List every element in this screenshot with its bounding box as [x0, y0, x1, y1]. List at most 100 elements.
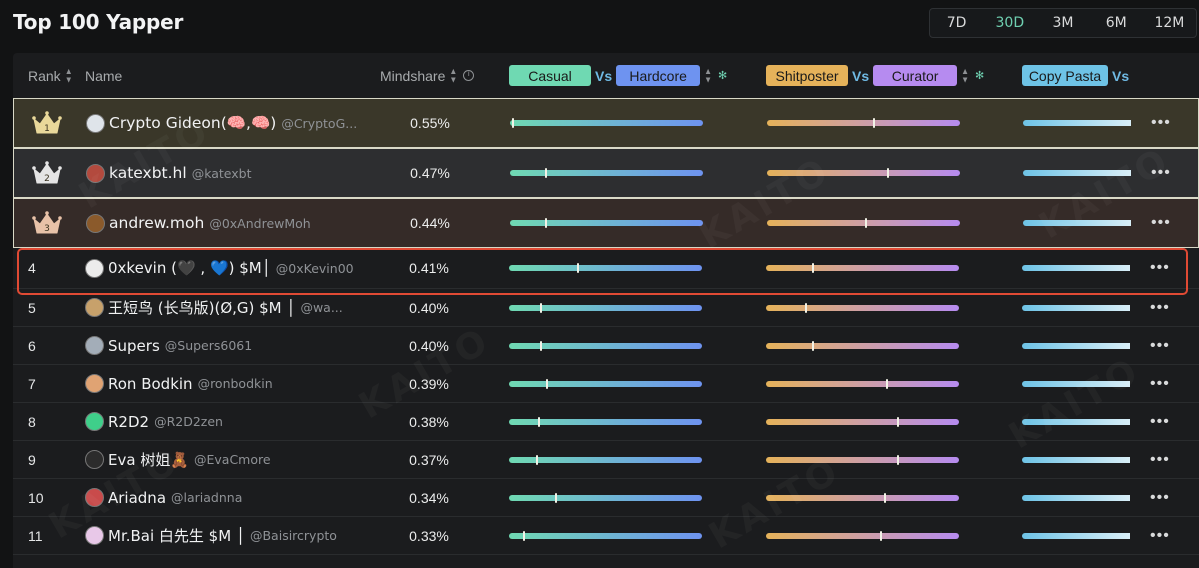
avatar[interactable] [85, 336, 104, 355]
more-icon[interactable]: ••• [1150, 259, 1170, 276]
row-menu-button[interactable]: ••• [1151, 99, 1171, 147]
name-cell[interactable]: Ariadna @lariadnna [85, 479, 357, 516]
row-menu-button[interactable]: ••• [1150, 517, 1170, 554]
info-icon[interactable] [463, 69, 475, 81]
shitposter-pill[interactable]: Shitposter [766, 65, 848, 86]
name-cell[interactable]: katexbt.hl @katexbt [86, 149, 358, 197]
more-icon[interactable]: ••• [1151, 164, 1171, 181]
user-handle[interactable]: @Baisircrypto [249, 528, 337, 543]
user-handle[interactable]: @katexbt [191, 165, 252, 181]
avatar[interactable] [85, 374, 104, 393]
row-menu-button[interactable]: ••• [1150, 479, 1170, 516]
table-row[interactable]: 10 Ariadna @lariadnna 0.34% ••• [13, 479, 1199, 517]
avatar[interactable] [85, 488, 104, 507]
avatar[interactable] [86, 213, 105, 233]
display-name[interactable]: andrew.moh [109, 214, 205, 232]
row-menu-button[interactable]: ••• [1150, 248, 1170, 288]
table-row[interactable]: 5 王短鸟 (长鸟版)(Ø,G) $M │ @wa... 0.40% ••• [13, 289, 1199, 327]
row-menu-button[interactable]: ••• [1150, 403, 1170, 440]
display-name[interactable]: 王短鸟 (长鸟版)(Ø,G) $M │ [108, 299, 296, 317]
more-icon[interactable]: ••• [1150, 450, 1170, 468]
table-row[interactable]: 6 Supers @Supers6061 0.40% ••• [13, 327, 1199, 365]
user-handle[interactable]: @0xKevin00 [275, 260, 354, 276]
name-cell[interactable]: Supers @Supers6061 [85, 327, 357, 364]
more-icon[interactable]: ••• [1150, 488, 1170, 506]
display-name[interactable]: Supers [108, 336, 160, 355]
name-cell[interactable]: Crypto Gideon(🧠,🧠) @CryptoG... [86, 99, 358, 147]
row-menu-button[interactable]: ••• [1150, 365, 1170, 402]
mindshare-value: 0.38% [409, 413, 449, 430]
name-cell[interactable]: andrew.moh @0xAndrewMoh [86, 199, 358, 247]
user-handle[interactable]: @wa... [300, 300, 343, 315]
name-cell[interactable]: Eva 树姐🧸 @EvaCmore [85, 441, 357, 478]
avatar[interactable] [85, 450, 104, 469]
avatar[interactable] [85, 298, 104, 317]
range-tab-6m[interactable]: 6M [1105, 15, 1127, 31]
user-handle[interactable]: @ronbodkin [197, 376, 273, 391]
display-name[interactable]: Mr.Bai 白先生 $M │ [108, 527, 245, 545]
table-row[interactable]: 3 andrew.moh @0xAndrewMoh 0.44% ••• [13, 198, 1199, 248]
user-handle[interactable]: @0xAndrewMoh [209, 215, 311, 231]
avatar[interactable] [85, 526, 104, 545]
curator-pill[interactable]: Curator [873, 65, 958, 86]
table-row[interactable]: 4 0xkevin (🖤 , 💙) $M│ @0xKevin00 0.41% •… [13, 248, 1199, 289]
table-row[interactable]: 9 Eva 树姐🧸 @EvaCmore 0.37% ••• [13, 441, 1199, 479]
table-row[interactable]: 2 katexbt.hl @katexbt 0.47% ••• [13, 148, 1199, 198]
more-icon[interactable]: ••• [1151, 114, 1171, 131]
name-cell[interactable]: 王短鸟 (长鸟版)(Ø,G) $M │ @wa... [85, 289, 357, 326]
sort-icon[interactable]: ▲ ▼ [704, 65, 713, 85]
more-icon[interactable]: ••• [1151, 214, 1171, 231]
mindshare-column-header[interactable]: Mindshare ▲ ▼ [380, 53, 475, 98]
display-name[interactable]: R2D2 [108, 412, 150, 431]
user-handle[interactable]: @lariadnna [171, 490, 243, 505]
user-handle[interactable]: @EvaCmore [194, 452, 271, 467]
casual-hardcore-marker [512, 118, 514, 128]
row-menu-button[interactable]: ••• [1150, 327, 1170, 364]
table-row[interactable]: 1 Crypto Gideon(🧠,🧠) @CryptoG... 0.55% •… [13, 98, 1199, 148]
more-icon[interactable]: ••• [1150, 298, 1170, 316]
sort-icon[interactable]: ▲ ▼ [64, 65, 73, 85]
hardcore-pill[interactable]: Hardcore [616, 65, 701, 86]
avatar[interactable] [85, 412, 104, 431]
copy-pasta-pill[interactable]: Copy Pasta [1022, 65, 1108, 86]
more-icon[interactable]: ••• [1150, 336, 1170, 354]
mindshare-value: 0.44% [410, 215, 450, 231]
table-row[interactable]: 8 R2D2 @R2D2zen 0.38% ••• [13, 403, 1199, 441]
settings-gear-icon[interactable]: ✻ [975, 70, 985, 82]
name-cell[interactable]: Mr.Bai 白先生 $M │ @Baisircrypto [85, 517, 357, 554]
avatar[interactable] [86, 163, 105, 183]
avatar[interactable] [86, 113, 105, 133]
more-icon[interactable]: ••• [1150, 526, 1170, 544]
table-row[interactable]: 11 Mr.Bai 白先生 $M │ @Baisircrypto 0.33% •… [13, 517, 1199, 555]
name-cell[interactable]: R2D2 @R2D2zen [85, 403, 357, 440]
display-name[interactable]: Ron Bodkin [108, 374, 193, 393]
display-name[interactable]: katexbt.hl [109, 164, 187, 182]
user-handle[interactable]: @CryptoG... [281, 115, 358, 131]
row-menu-button[interactable]: ••• [1150, 441, 1170, 478]
range-tab-3m[interactable]: 3M [1052, 15, 1074, 31]
more-icon[interactable]: ••• [1150, 412, 1170, 430]
row-menu-button[interactable]: ••• [1150, 289, 1170, 326]
rank-column-header[interactable]: Rank ▲ ▼ [28, 65, 73, 85]
casual-hardcore-bar [509, 494, 702, 501]
display-name[interactable]: Crypto Gideon(🧠,🧠) [109, 114, 277, 132]
display-name[interactable]: 0xkevin (🖤 , 💙) $M│ [108, 259, 271, 277]
settings-gear-icon[interactable]: ✻ [718, 70, 728, 82]
display-name[interactable]: Ariadna [108, 488, 167, 507]
avatar[interactable] [85, 258, 104, 278]
range-tab-30d[interactable]: 30D [995, 15, 1025, 31]
casual-pill[interactable]: Casual [509, 65, 591, 86]
row-menu-button[interactable]: ••• [1151, 149, 1171, 197]
table-row[interactable]: 7 Ron Bodkin @ronbodkin 0.39% ••• [13, 365, 1199, 403]
range-tab-7d[interactable]: 7D [946, 15, 967, 31]
display-name[interactable]: Eva 树姐🧸 [108, 451, 189, 469]
name-cell[interactable]: 0xkevin (🖤 , 💙) $M│ @0xKevin00 [85, 248, 357, 288]
sort-icon[interactable]: ▲ ▼ [961, 65, 970, 85]
row-menu-button[interactable]: ••• [1151, 199, 1171, 247]
sort-icon[interactable]: ▲ ▼ [449, 65, 458, 85]
user-handle[interactable]: @R2D2zen [154, 414, 223, 429]
user-handle[interactable]: @Supers6061 [164, 338, 253, 353]
name-cell[interactable]: Ron Bodkin @ronbodkin [85, 365, 357, 402]
range-tab-12m[interactable]: 12M [1154, 15, 1185, 31]
more-icon[interactable]: ••• [1150, 374, 1170, 392]
